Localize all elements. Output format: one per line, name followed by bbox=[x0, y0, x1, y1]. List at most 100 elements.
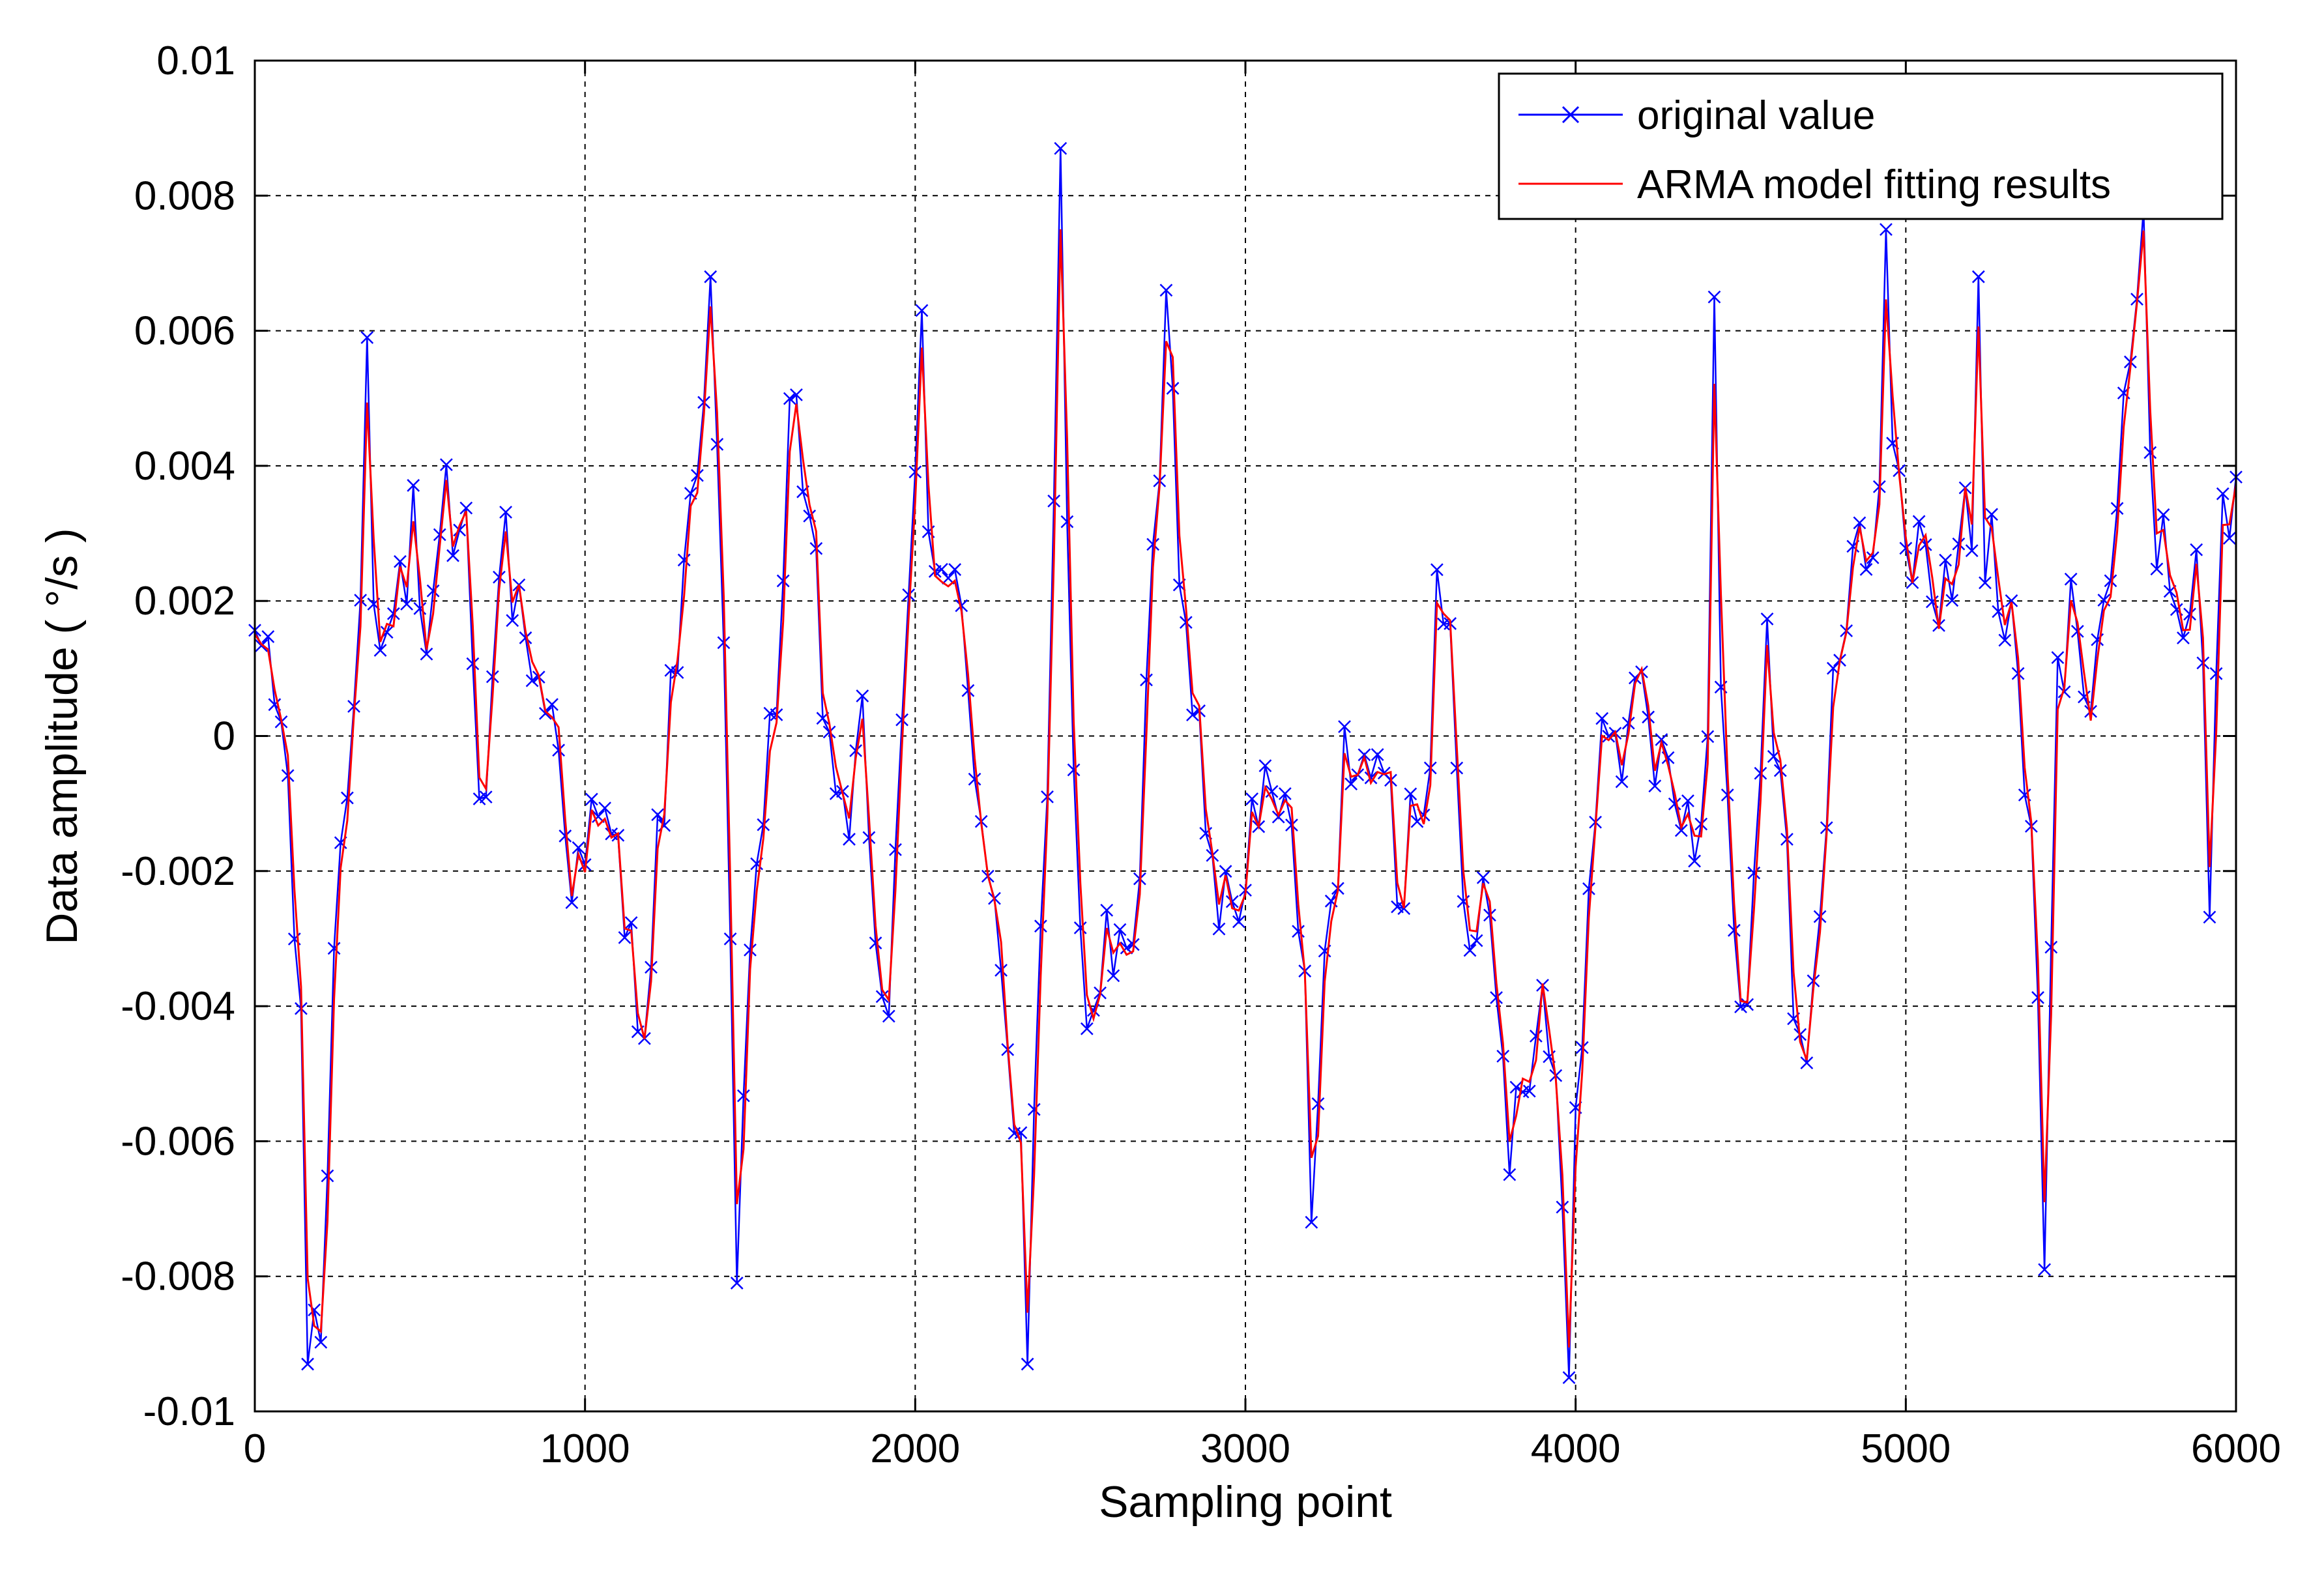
data-point-original bbox=[1952, 537, 1966, 551]
data-point-original bbox=[360, 331, 374, 344]
data-point-original bbox=[446, 549, 459, 562]
data-point-original bbox=[618, 931, 632, 944]
data-point-original bbox=[1562, 1371, 1576, 1385]
data-point-original bbox=[433, 528, 446, 541]
data-point-original bbox=[889, 843, 902, 856]
data-point-original bbox=[1034, 919, 1047, 933]
data-point-original bbox=[1014, 1126, 1028, 1140]
data-point-original bbox=[2209, 667, 2223, 680]
series-layer bbox=[248, 141, 2243, 1385]
data-point-original bbox=[1859, 562, 1873, 576]
data-point-original bbox=[875, 990, 889, 1003]
data-point-original bbox=[506, 614, 519, 628]
data-point-original bbox=[519, 631, 532, 644]
data-point-original bbox=[862, 831, 876, 844]
data-point-original bbox=[308, 1303, 321, 1317]
data-point-original bbox=[1305, 1215, 1318, 1229]
data-point-original bbox=[2038, 1263, 2052, 1277]
x-tick-label: 4000 bbox=[1531, 1426, 1621, 1471]
data-point-original bbox=[499, 506, 512, 519]
data-point-original bbox=[1979, 576, 1992, 590]
data-point-original bbox=[1021, 1357, 1034, 1371]
data-point-original bbox=[1813, 910, 1827, 923]
data-point-original bbox=[2216, 487, 2230, 500]
data-point-original bbox=[1107, 969, 1120, 983]
data-point-original bbox=[1529, 1030, 1543, 1043]
legend-label-original: original value bbox=[1637, 93, 1875, 138]
data-point-original bbox=[2177, 631, 2190, 644]
data-point-original bbox=[902, 588, 916, 601]
data-point-original bbox=[790, 388, 803, 401]
data-point-original bbox=[1258, 759, 1272, 772]
data-point-original bbox=[255, 639, 269, 652]
data-point-original bbox=[849, 744, 863, 757]
data-point-original bbox=[1727, 923, 1741, 937]
data-point-original bbox=[882, 1009, 895, 1023]
data-point-original bbox=[624, 916, 638, 929]
data-point-original bbox=[1404, 787, 1417, 801]
data-point-original bbox=[1311, 1097, 1325, 1110]
data-point-original bbox=[598, 801, 611, 815]
data-point-original bbox=[2222, 532, 2236, 545]
data-point-original bbox=[1371, 748, 1384, 761]
data-point-original bbox=[1245, 792, 1259, 805]
data-point-original bbox=[2051, 651, 2065, 665]
data-point-original bbox=[1800, 1056, 1814, 1069]
data-point-original bbox=[1556, 1200, 1569, 1214]
data-point-original bbox=[723, 932, 737, 945]
data-point-original bbox=[710, 437, 724, 451]
legend-box bbox=[1498, 72, 2224, 220]
data-point-original bbox=[948, 563, 962, 576]
data-point-original bbox=[677, 553, 691, 567]
y-tick-label: -0.008 bbox=[121, 1254, 235, 1299]
data-point-original bbox=[327, 942, 341, 955]
data-point-original bbox=[545, 698, 559, 711]
data-point-original bbox=[955, 599, 968, 613]
data-point-original bbox=[314, 1335, 328, 1349]
data-point-original bbox=[730, 1277, 744, 1290]
data-point-original bbox=[2057, 685, 2071, 699]
y-tick-label: -0.01 bbox=[143, 1389, 235, 1434]
x-tick-label: 5000 bbox=[1861, 1426, 1951, 1471]
data-point-original bbox=[1912, 515, 1926, 528]
y-tick-label: 0 bbox=[213, 714, 235, 759]
data-point-original bbox=[783, 392, 796, 405]
data-point-original bbox=[1364, 771, 1378, 785]
data-point-original bbox=[1880, 223, 1893, 237]
data-point-original bbox=[1265, 785, 1279, 798]
x-tick-label: 1000 bbox=[540, 1426, 630, 1471]
data-point-original bbox=[1965, 544, 1979, 557]
data-point-original bbox=[301, 1357, 314, 1371]
data-point-original bbox=[1476, 871, 1490, 884]
x-tick-label: 6000 bbox=[2191, 1426, 2281, 1471]
data-point-original bbox=[1648, 779, 1662, 793]
data-point-original bbox=[1067, 763, 1081, 777]
data-point-original bbox=[1674, 824, 1688, 837]
data-point-original bbox=[1707, 290, 1721, 304]
data-point-original bbox=[1773, 764, 1787, 777]
y-tick-label: 0.008 bbox=[134, 173, 235, 218]
data-point-original bbox=[453, 523, 467, 537]
data-point-original bbox=[486, 670, 499, 684]
series-arma-fit-line bbox=[254, 229, 2237, 1348]
data-point-original bbox=[340, 791, 354, 805]
data-point-original bbox=[2157, 508, 2170, 521]
legend: original value ARMA model fitting result… bbox=[1498, 72, 2224, 220]
data-point-original bbox=[2044, 940, 2058, 954]
data-point-original bbox=[995, 964, 1008, 977]
data-point-original bbox=[1470, 934, 1483, 947]
data-point-original bbox=[281, 769, 295, 783]
data-point-original bbox=[1159, 283, 1173, 297]
data-point-original bbox=[1681, 794, 1694, 807]
y-axis-label: Data amplitude ( °/s ) bbox=[37, 528, 87, 944]
data-point-original bbox=[2070, 624, 2084, 638]
data-point-original bbox=[1595, 712, 1609, 725]
data-point-original bbox=[1338, 720, 1351, 734]
data-point-original bbox=[400, 598, 413, 611]
x-axis-label: Sampling point bbox=[1099, 1477, 1392, 1527]
data-point-original bbox=[2143, 446, 2157, 459]
data-point-original bbox=[1430, 563, 1444, 577]
data-point-original bbox=[1397, 902, 1411, 916]
data-point-original bbox=[1939, 553, 1953, 567]
